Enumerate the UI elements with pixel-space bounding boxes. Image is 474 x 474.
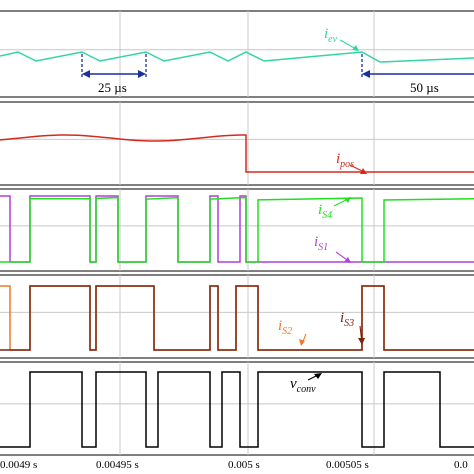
grid [0, 11, 474, 455]
series-line-i-pos [0, 134, 474, 173]
annotation-25us [81, 54, 147, 78]
series-line-i-s4 [0, 196, 474, 263]
series-label-i-ev: iev [324, 26, 338, 45]
annotation-50us [361, 54, 474, 78]
label-pointers [299, 39, 367, 381]
series-line-i-s2 [0, 285, 474, 351]
panel-frame [0, 10, 474, 98]
annotation-50us-label: 50 µs [410, 80, 439, 95]
panel-frame [0, 361, 474, 456]
panel-frame [0, 188, 474, 272]
panel-frame [0, 101, 474, 186]
series-line-v-conv [0, 371, 474, 448]
x-tick-label: 0.005 s [228, 459, 260, 471]
series-label-i-s3: iS3 [340, 310, 354, 329]
x-tick-label: 0.0 [454, 459, 468, 471]
series-label-i-pos: ipos [336, 151, 354, 170]
annotation-25us-label: 25 µs [98, 80, 127, 95]
panel-frame [0, 274, 474, 359]
x-tick-label: 0.00505 s [326, 459, 369, 471]
series-label-i-s2: iS2 [278, 318, 292, 337]
series-label-v-conv: vconv [290, 376, 316, 395]
x-tick-label: 0.0049 s [0, 459, 37, 471]
series-line-i-s1 [0, 195, 474, 263]
series-label-i-s1: iS1 [314, 234, 328, 253]
series-line-i-s3 [0, 285, 474, 351]
x-tick-label: 0.00495 s [96, 459, 139, 471]
series-line-i-ev [0, 51, 474, 63]
series-label-i-s4: iS4 [318, 202, 332, 221]
